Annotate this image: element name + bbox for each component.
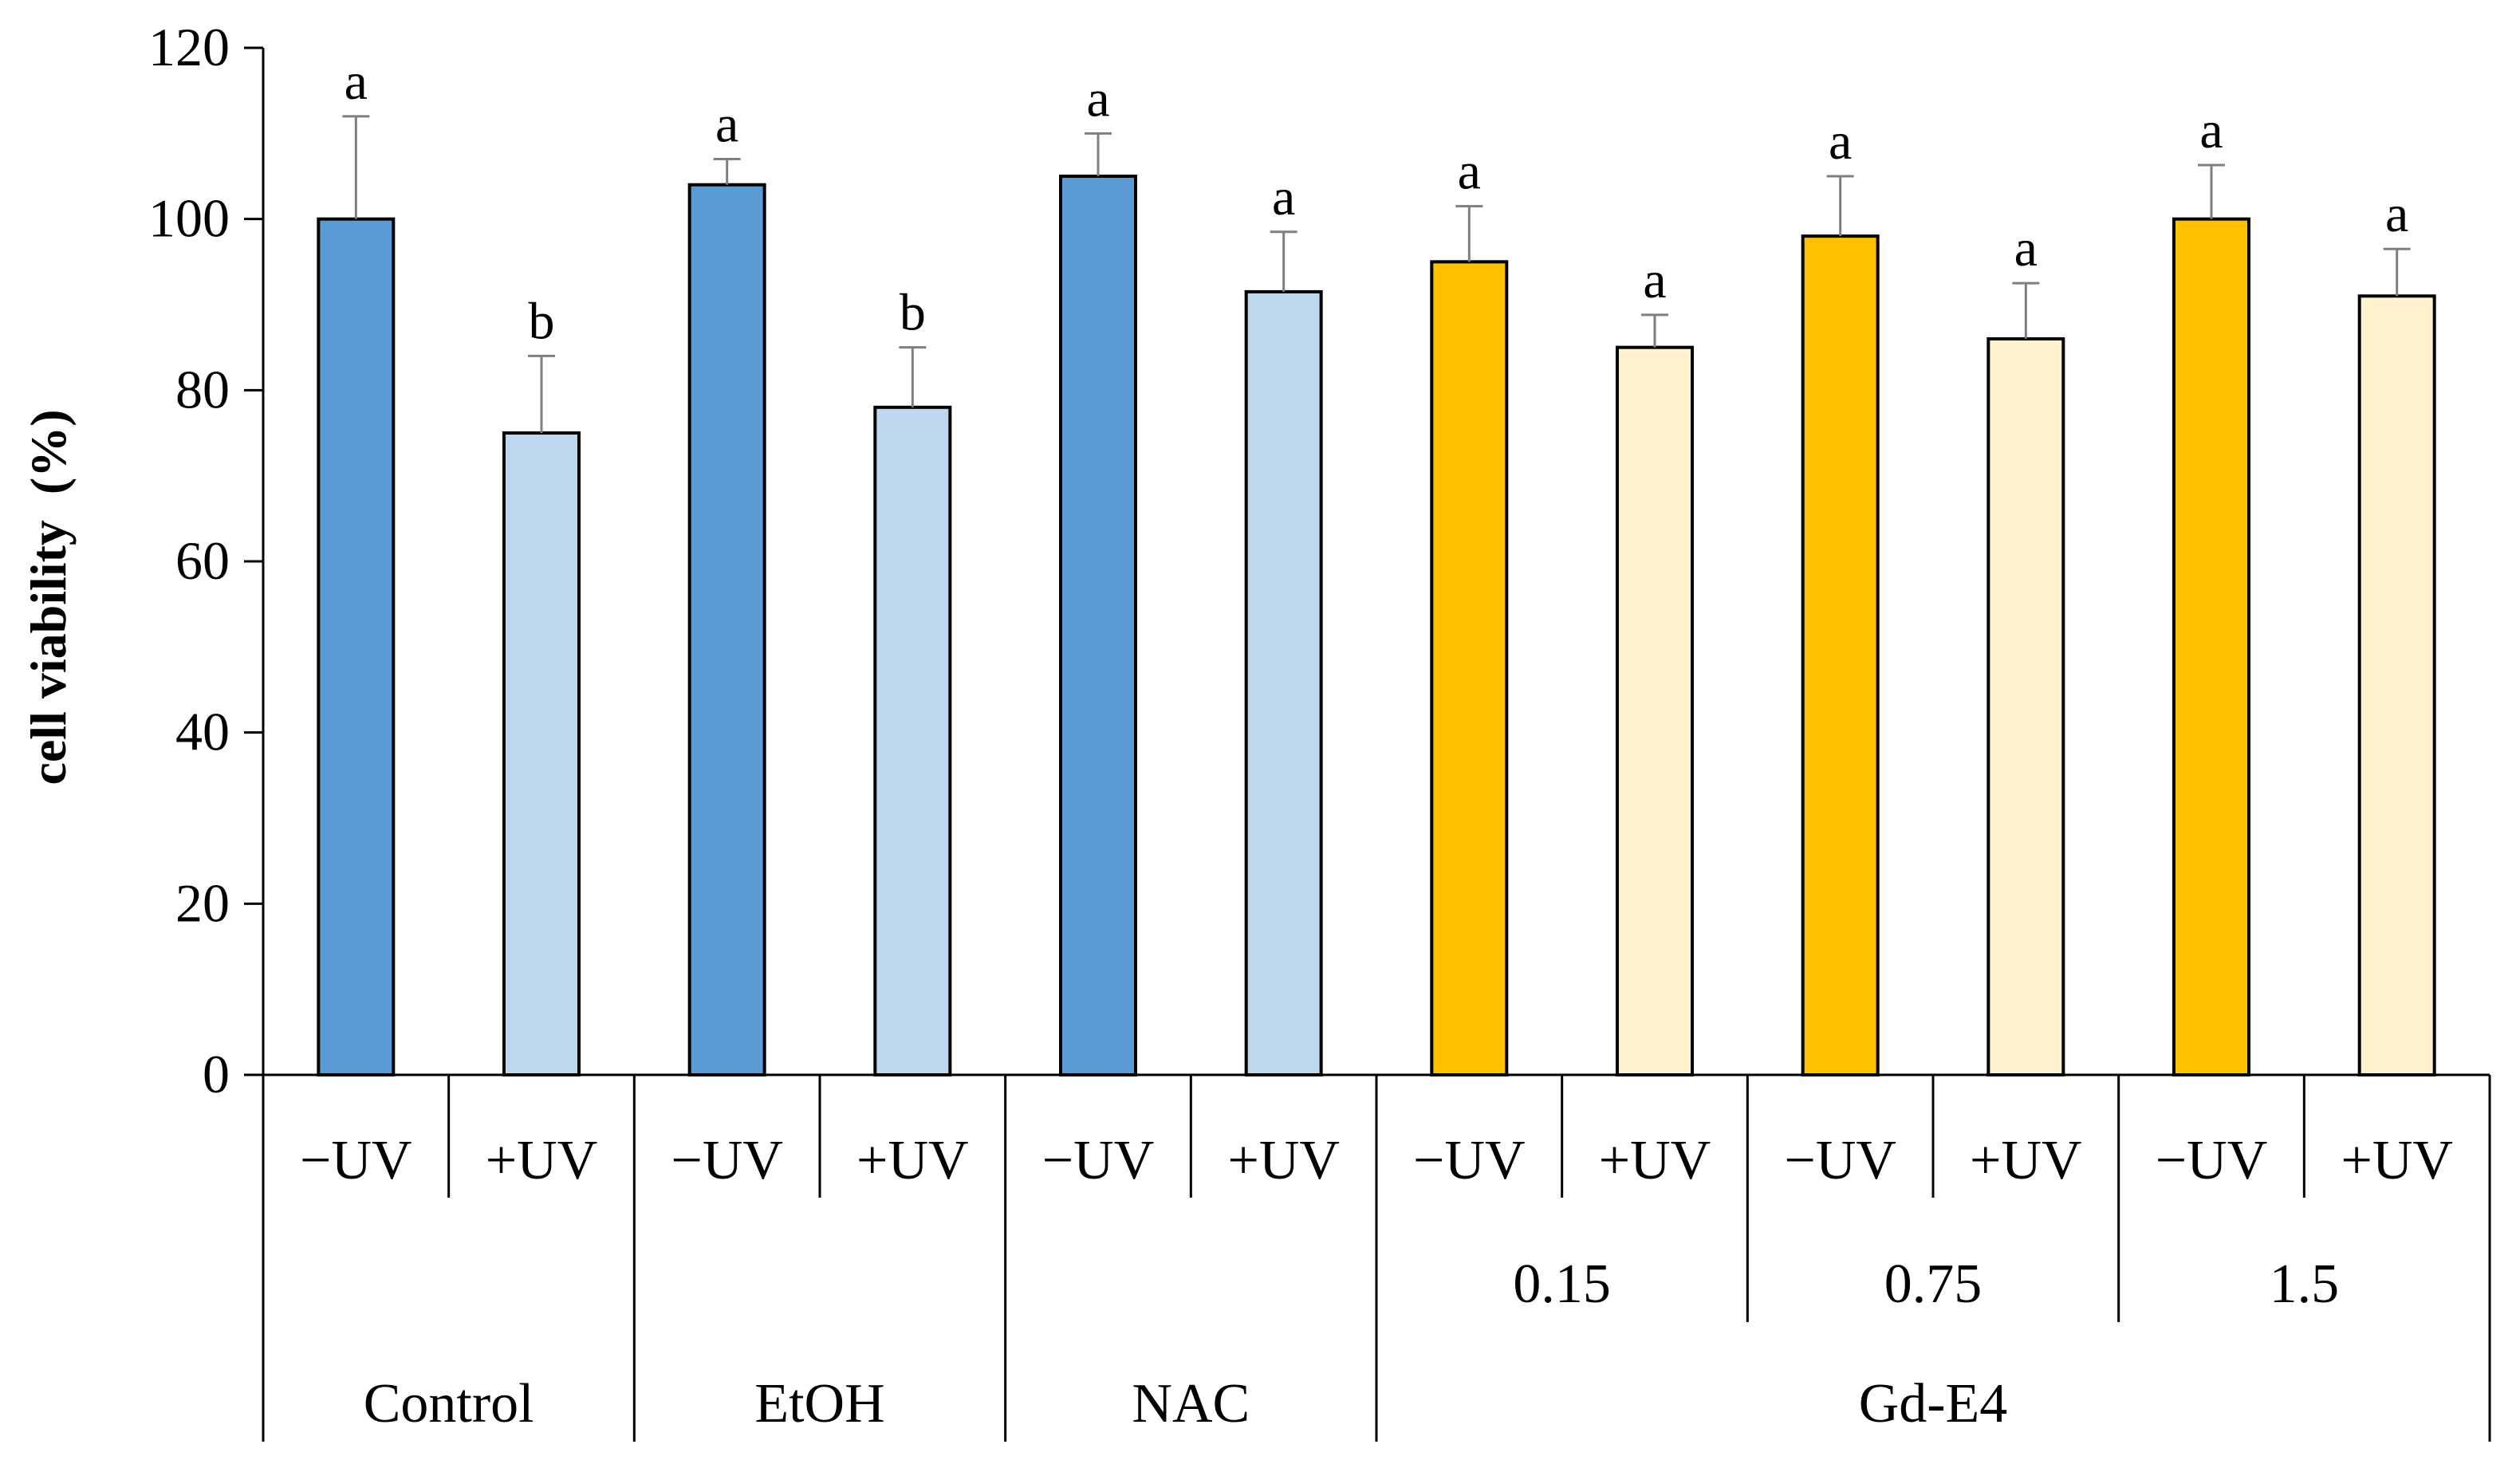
labels-layer: 0 20 40 60 80 100 120 cell viability (%) a −UV b +U… bbox=[20, 17, 2453, 1434]
category-label: +UV bbox=[856, 1130, 969, 1191]
category-label: −UV bbox=[1413, 1130, 1526, 1191]
axis-layer bbox=[244, 46, 2491, 1442]
bar bbox=[1244, 289, 1323, 1076]
bar bbox=[1059, 175, 1137, 1076]
category-label: +UV bbox=[1970, 1130, 2082, 1191]
bar bbox=[873, 405, 952, 1076]
significance-label: a bbox=[1086, 69, 1109, 128]
category-label: +UV bbox=[1599, 1130, 1711, 1191]
y-tick-label: 100 bbox=[148, 188, 230, 249]
significance-label: a bbox=[1643, 251, 1666, 309]
y-tick-label: 120 bbox=[148, 17, 230, 77]
bar bbox=[687, 183, 766, 1077]
treatment-label: EtOH bbox=[754, 1373, 884, 1434]
significance-label: a bbox=[2385, 185, 2408, 243]
significance-label: a bbox=[1829, 112, 1852, 171]
bar bbox=[2172, 217, 2250, 1077]
significance-label: a bbox=[345, 53, 368, 111]
bar bbox=[1986, 336, 2065, 1076]
significance-label: a bbox=[1272, 168, 1295, 226]
treatment-label: NAC bbox=[1132, 1373, 1250, 1434]
category-label: −UV bbox=[671, 1130, 783, 1191]
concentration-label: 0.15 bbox=[1513, 1253, 1611, 1315]
concentration-label: 0.75 bbox=[1884, 1253, 1983, 1315]
category-label: −UV bbox=[300, 1130, 412, 1191]
y-tick-label: 40 bbox=[175, 702, 230, 762]
concentration-label: 1.5 bbox=[2270, 1253, 2340, 1315]
category-label: +UV bbox=[1227, 1130, 1340, 1191]
significance-label: a bbox=[2014, 219, 2038, 277]
treatment-label: Gd-E4 bbox=[1859, 1373, 2008, 1434]
y-axis-title: cell viability (%) bbox=[20, 409, 77, 785]
y-tick-label: 20 bbox=[175, 872, 230, 933]
bar bbox=[2357, 294, 2436, 1076]
category-label: −UV bbox=[1042, 1130, 1155, 1191]
category-label: +UV bbox=[2341, 1130, 2453, 1191]
treatment-label: Control bbox=[364, 1373, 534, 1434]
bar bbox=[1430, 260, 1509, 1077]
significance-label: a bbox=[715, 96, 738, 154]
category-label: −UV bbox=[1784, 1130, 1896, 1191]
y-tick-label: 80 bbox=[175, 359, 230, 419]
y-tick-label: 0 bbox=[203, 1044, 230, 1104]
bar bbox=[317, 217, 396, 1077]
y-tick-label: 60 bbox=[175, 530, 230, 591]
significance-label: a bbox=[2199, 101, 2223, 159]
bars-layer bbox=[317, 115, 2436, 1077]
bar bbox=[1801, 234, 1880, 1077]
category-label: −UV bbox=[2156, 1130, 2268, 1191]
significance-label: b bbox=[900, 284, 926, 342]
significance-label: b bbox=[529, 292, 555, 350]
bar bbox=[1616, 345, 1694, 1076]
bar bbox=[502, 431, 581, 1076]
category-label: +UV bbox=[486, 1130, 598, 1191]
significance-label: a bbox=[1458, 143, 1481, 201]
